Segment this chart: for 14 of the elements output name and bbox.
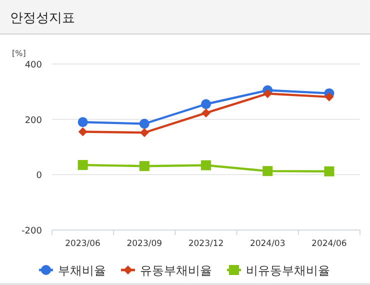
x-tick-label: 2023/06 xyxy=(65,239,100,249)
title: 안정성지표 xyxy=(10,11,75,26)
x-tick-label: 2023/12 xyxy=(188,239,224,249)
x-tick-label: 2024/03 xyxy=(250,239,286,249)
y-tick-label: 200 xyxy=(24,116,42,126)
x-tick-label: 2023/09 xyxy=(126,239,162,249)
legend-label: 비유동부채비율 xyxy=(246,264,330,278)
y-axis-title: [%] xyxy=(12,49,26,58)
y-tick-label: -200 xyxy=(22,226,42,236)
y-tick-label: 400 xyxy=(24,60,42,70)
legend-label: 부채비율 xyxy=(58,264,106,278)
legend-label: 유동부채비율 xyxy=(140,264,212,278)
y-tick-label: 0 xyxy=(36,171,42,182)
x-tick-label: 2024/06 xyxy=(312,239,347,249)
